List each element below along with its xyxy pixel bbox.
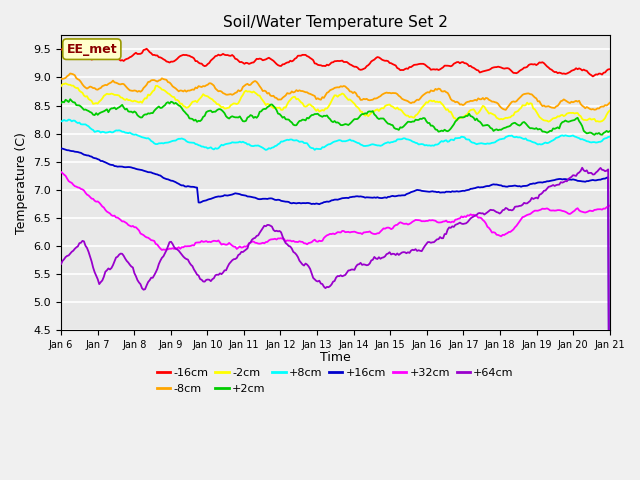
Y-axis label: Temperature (C): Temperature (C): [15, 132, 28, 234]
Text: EE_met: EE_met: [67, 43, 117, 56]
Title: Soil/Water Temperature Set 2: Soil/Water Temperature Set 2: [223, 15, 448, 30]
Legend: -16cm, -8cm, -2cm, +2cm, +8cm, +16cm, +32cm, +64cm: -16cm, -8cm, -2cm, +2cm, +8cm, +16cm, +3…: [152, 364, 518, 398]
X-axis label: Time: Time: [320, 351, 351, 364]
